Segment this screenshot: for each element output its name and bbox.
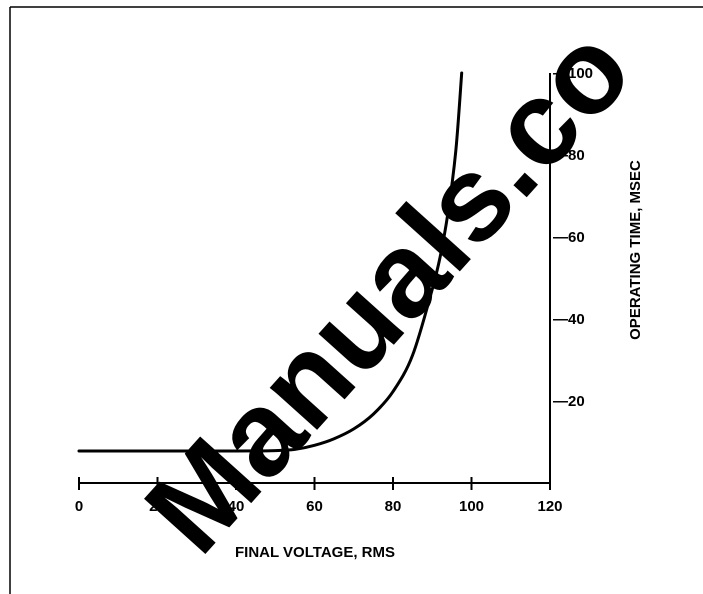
x-tick-label: 120 [537, 498, 562, 515]
x-tick-label: 60 [306, 498, 323, 515]
y-tick-label: —80 [553, 147, 585, 164]
x-tick-label: 80 [385, 498, 402, 515]
y-ticks: —20 —40 —60 —80 —100 [553, 65, 593, 410]
y-tick-label: —100 [553, 65, 593, 82]
y-tick-label: —40 [553, 311, 585, 328]
x-tick-label: 40 [228, 498, 245, 515]
y-axis-title: OPERATING TIME, MSEC [627, 160, 644, 340]
x-ticks: 0 20 40 60 80 100 120 [75, 477, 563, 515]
operating-time-curve [77, 71, 464, 453]
x-tick-label: 0 [75, 498, 83, 515]
y-tick-label: —60 [553, 229, 585, 246]
x-tick-label: 100 [459, 498, 484, 515]
x-tick-label: 20 [149, 498, 166, 515]
watermark: Manuals.co [120, 2, 657, 577]
x-axis-title: FINAL VOLTAGE, RMS [235, 544, 395, 561]
y-tick-label: —20 [553, 393, 585, 410]
